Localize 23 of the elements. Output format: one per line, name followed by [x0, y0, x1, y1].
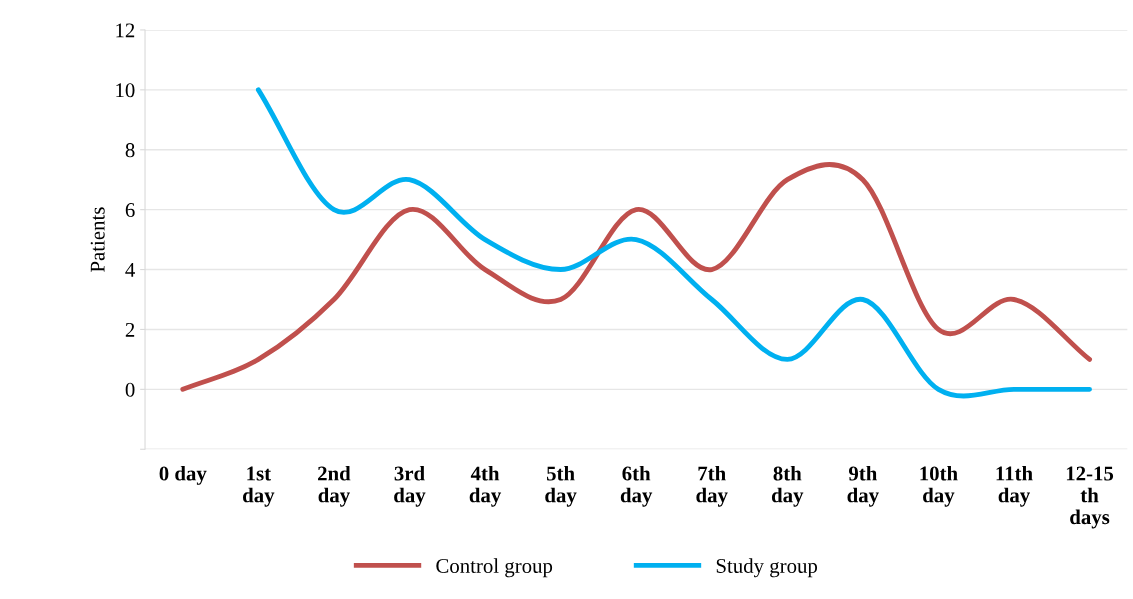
x-tick-label: 9th day: [847, 465, 879, 507]
x-tick-label: 2nd day: [318, 465, 351, 507]
x-tick-label: 5th day: [545, 465, 577, 507]
x-tick-label: 12-15 th days: [1066, 466, 1114, 529]
y-axis-title: Patients: [90, 207, 105, 272]
x-tick-label: 7th day: [696, 465, 728, 507]
y-tick-label: 6: [125, 203, 135, 218]
y-tick-label: 4: [125, 263, 135, 277]
legend-label: Study group: [716, 558, 818, 578]
x-tick-label: 11th day: [996, 465, 1033, 507]
y-tick-label: 10: [116, 83, 135, 98]
x-tick-label: 8th day: [771, 465, 804, 507]
y-tick-label: 12: [116, 23, 135, 38]
x-tick-label: 6th day: [620, 465, 653, 507]
x-tick-label: 3rd day: [394, 465, 426, 507]
y-tick-label: 8: [125, 143, 135, 158]
x-tick-label: 0 day: [159, 465, 207, 485]
y-tick-label: 0: [125, 382, 135, 397]
x-tick-label: 4th day: [469, 465, 502, 507]
legend-label: Control group: [436, 558, 553, 578]
x-tick-label: 10th day: [920, 465, 958, 507]
y-tick-label: 2: [125, 322, 135, 337]
x-tick-label: 1st day: [243, 466, 275, 507]
